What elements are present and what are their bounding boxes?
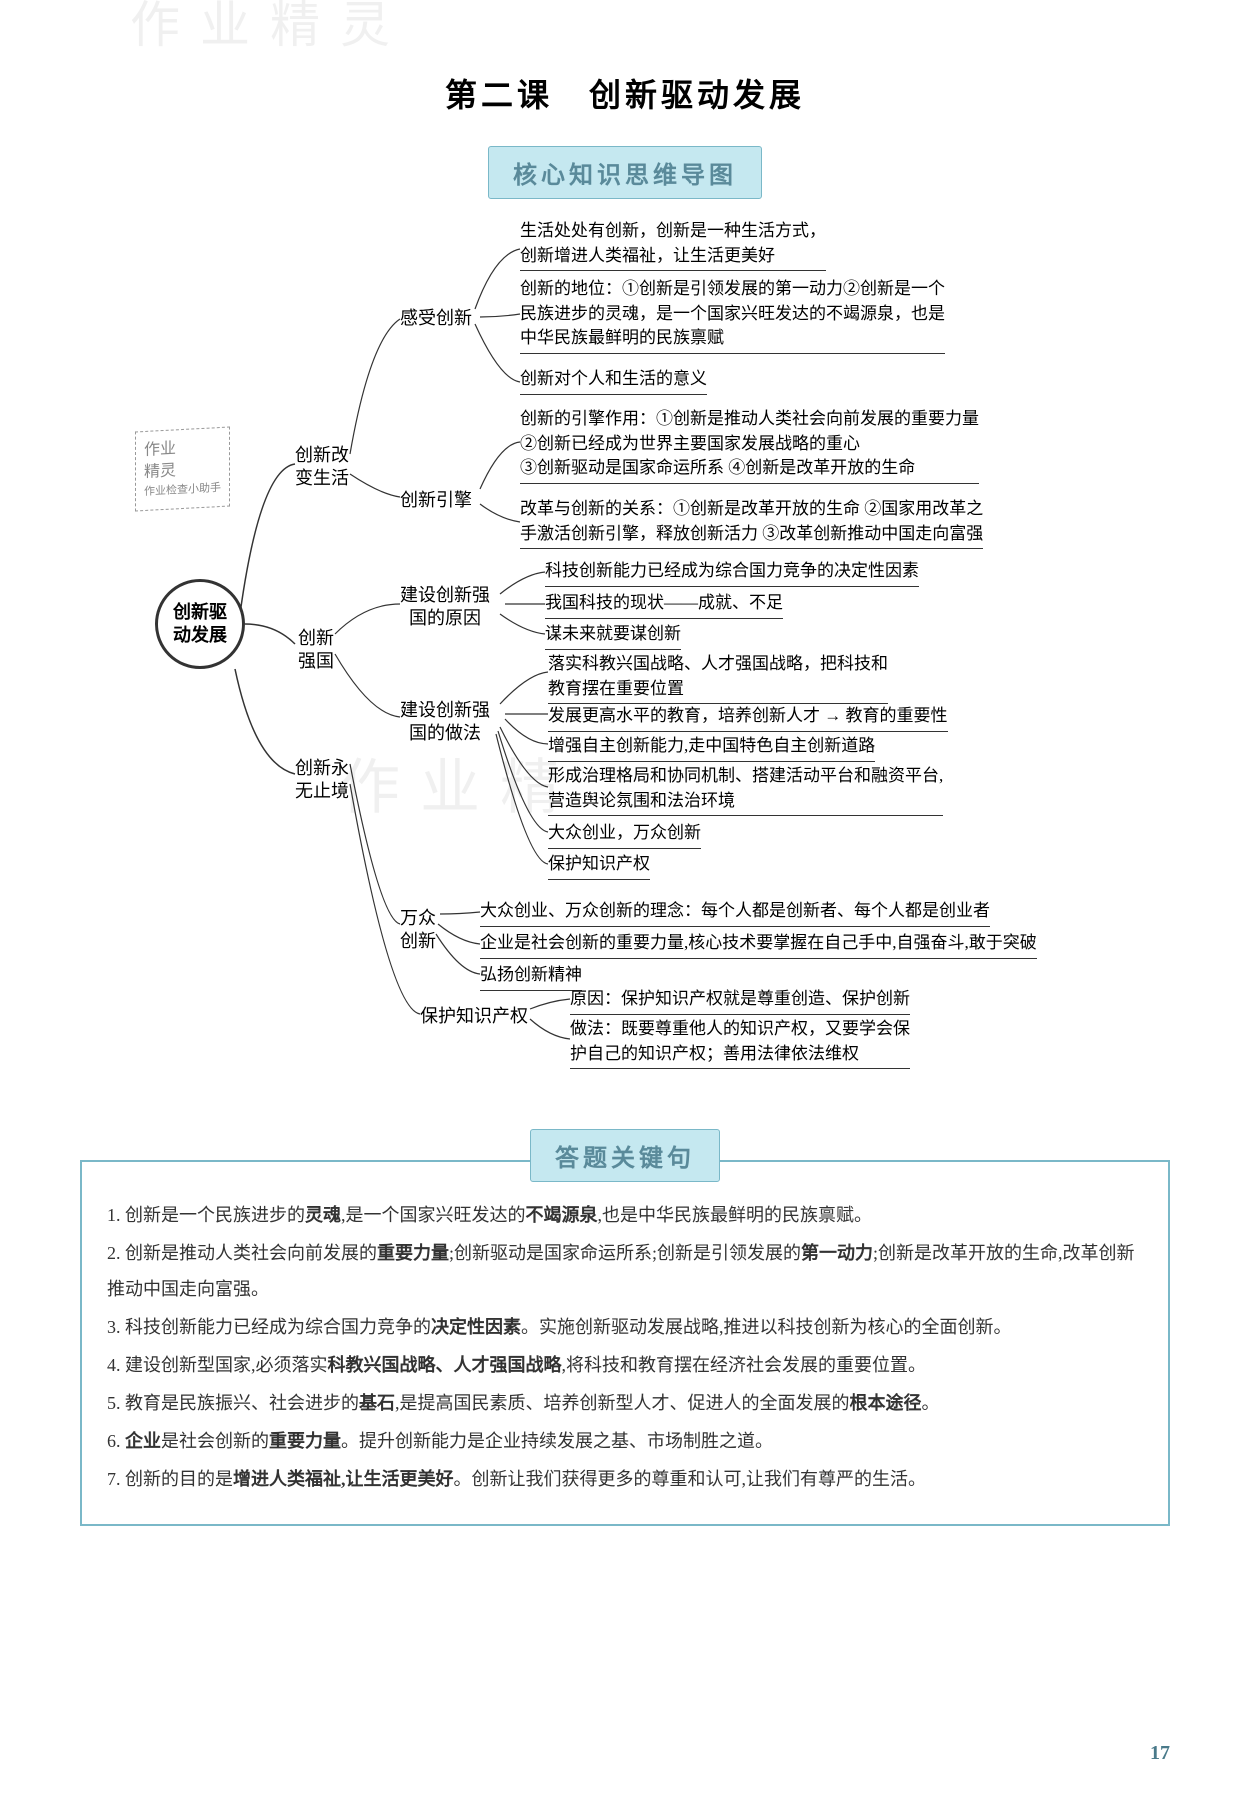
answer-box: 作业精灵 1. 创新是一个民族进步的灵魂,是一个国家兴旺发达的不竭源泉,也是中华…	[80, 1160, 1170, 1526]
leaf-l7: 我国科技的现状——成就、不足	[545, 591, 783, 619]
lesson-title: 第二课 创新驱动发展	[80, 70, 1170, 116]
branch-b2b: 建设创新强 国的做法	[400, 699, 490, 744]
answer-1: 1. 创新是一个民族进步的灵魂,是一个国家兴旺发达的不竭源泉,也是中华民族最鲜明…	[107, 1197, 1143, 1233]
branch-b1a: 感受创新	[400, 307, 472, 330]
leaf-l17: 弘扬创新精神	[480, 963, 582, 991]
answer-5: 5. 教育是民族振兴、社会进步的基石,是提高国民素质、培养创新型人才、促进人的全…	[107, 1385, 1143, 1421]
branch-b3a: 万众 创新	[400, 907, 436, 952]
answer-banner: 答题关键句	[530, 1129, 720, 1182]
watermark-center: 作业精	[340, 739, 580, 826]
leaf-l5: 改革与创新的关系：①创新是改革开放的生命 ②国家用改革之 手激活创新引擎，释放创…	[520, 497, 983, 549]
answer-2: 2. 创新是推动人类社会向前发展的重要力量;创新驱动是国家命运所系;创新是引领发…	[107, 1235, 1143, 1307]
branch-b3: 创新永 无止境	[295, 757, 349, 802]
leaf-l14: 保护知识产权	[548, 852, 650, 880]
leaf-l19: 做法：既要尊重他人的知识产权，又要学会保 护自己的知识产权；善用法律依法维权	[570, 1017, 910, 1069]
root-text: 创新驱 动发展	[173, 601, 227, 648]
leaf-l10: 发展更高水平的教育，培养创新人才 → 教育的重要性	[548, 704, 948, 732]
leaf-l6: 科技创新能力已经成为综合国力竞争的决定性因素	[545, 559, 919, 587]
leaf-l12: 形成治理格局和协同机制、搭建活动平台和融资平台, 营造舆论氛围和法治环境	[548, 764, 943, 816]
branch-b3b: 保护知识产权	[420, 1005, 528, 1028]
mindmap: 作业精	[80, 219, 1170, 1089]
leaf-l13: 大众创业，万众创新	[548, 821, 701, 849]
leaf-l4: 创新的引擎作用：①创新是推动人类社会向前发展的重要力量 ②创新已经成为世界主要国…	[520, 407, 979, 484]
branch-b2a: 建设创新强 国的原因	[400, 584, 490, 629]
watermark-center-2: 作业精灵	[130, 0, 410, 75]
leaf-l9: 落实科教兴国战略、人才强国战略，把科技和 教育摆在重要位置	[548, 652, 888, 704]
answer-3: 3. 科技创新能力已经成为综合国力竞争的决定性因素。实施创新驱动发展战略,推进以…	[107, 1309, 1143, 1345]
leaf-l3: 创新对个人和生活的意义	[520, 367, 707, 395]
leaf-l11: 增强自主创新能力,走中国特色自主创新道路	[548, 734, 875, 762]
leaf-l2: 创新的地位：①创新是引领发展的第一动力②创新是一个 民族进步的灵魂，是一个国家兴…	[520, 277, 945, 354]
mindmap-banner: 核心知识思维导图	[488, 146, 762, 199]
page-number: 17	[1150, 1742, 1170, 1765]
answer-7: 7. 创新的目的是增进人类福祉,让生活更美好。创新让我们获得更多的尊重和认可,让…	[107, 1461, 1143, 1497]
wm-small: 作业检查小助手	[144, 481, 221, 500]
branch-b2: 创新 强国	[298, 627, 334, 672]
leaf-l1: 生活处处有创新，创新是一种生活方式， 创新增进人类福祉，让生活更美好	[520, 219, 826, 271]
watermark-stamp: 作业 精灵 作业检查小助手	[135, 427, 230, 512]
answer-6: 6. 企业是社会创新的重要力量。提升创新能力是企业持续发展之基、市场制胜之道。	[107, 1423, 1143, 1459]
root-node: 创新驱 动发展	[155, 579, 245, 669]
leaf-l18: 原因：保护知识产权就是尊重创造、保护创新	[570, 987, 910, 1015]
branch-b1: 创新改 变生活	[295, 444, 349, 489]
answer-4: 4. 建设创新型国家,必须落实科教兴国战略、人才强国战略,将科技和教育摆在经济社…	[107, 1347, 1143, 1383]
leaf-l8: 谋未来就要谋创新	[545, 622, 681, 650]
branch-b1b: 创新引擎	[400, 489, 472, 512]
leaf-l16: 企业是社会创新的重要力量,核心技术要掌握在自己手中,自强奋斗,敢于突破	[480, 931, 1037, 959]
leaf-l15: 大众创业、万众创新的理念：每个人都是创新者、每个人都是创业者	[480, 899, 990, 927]
